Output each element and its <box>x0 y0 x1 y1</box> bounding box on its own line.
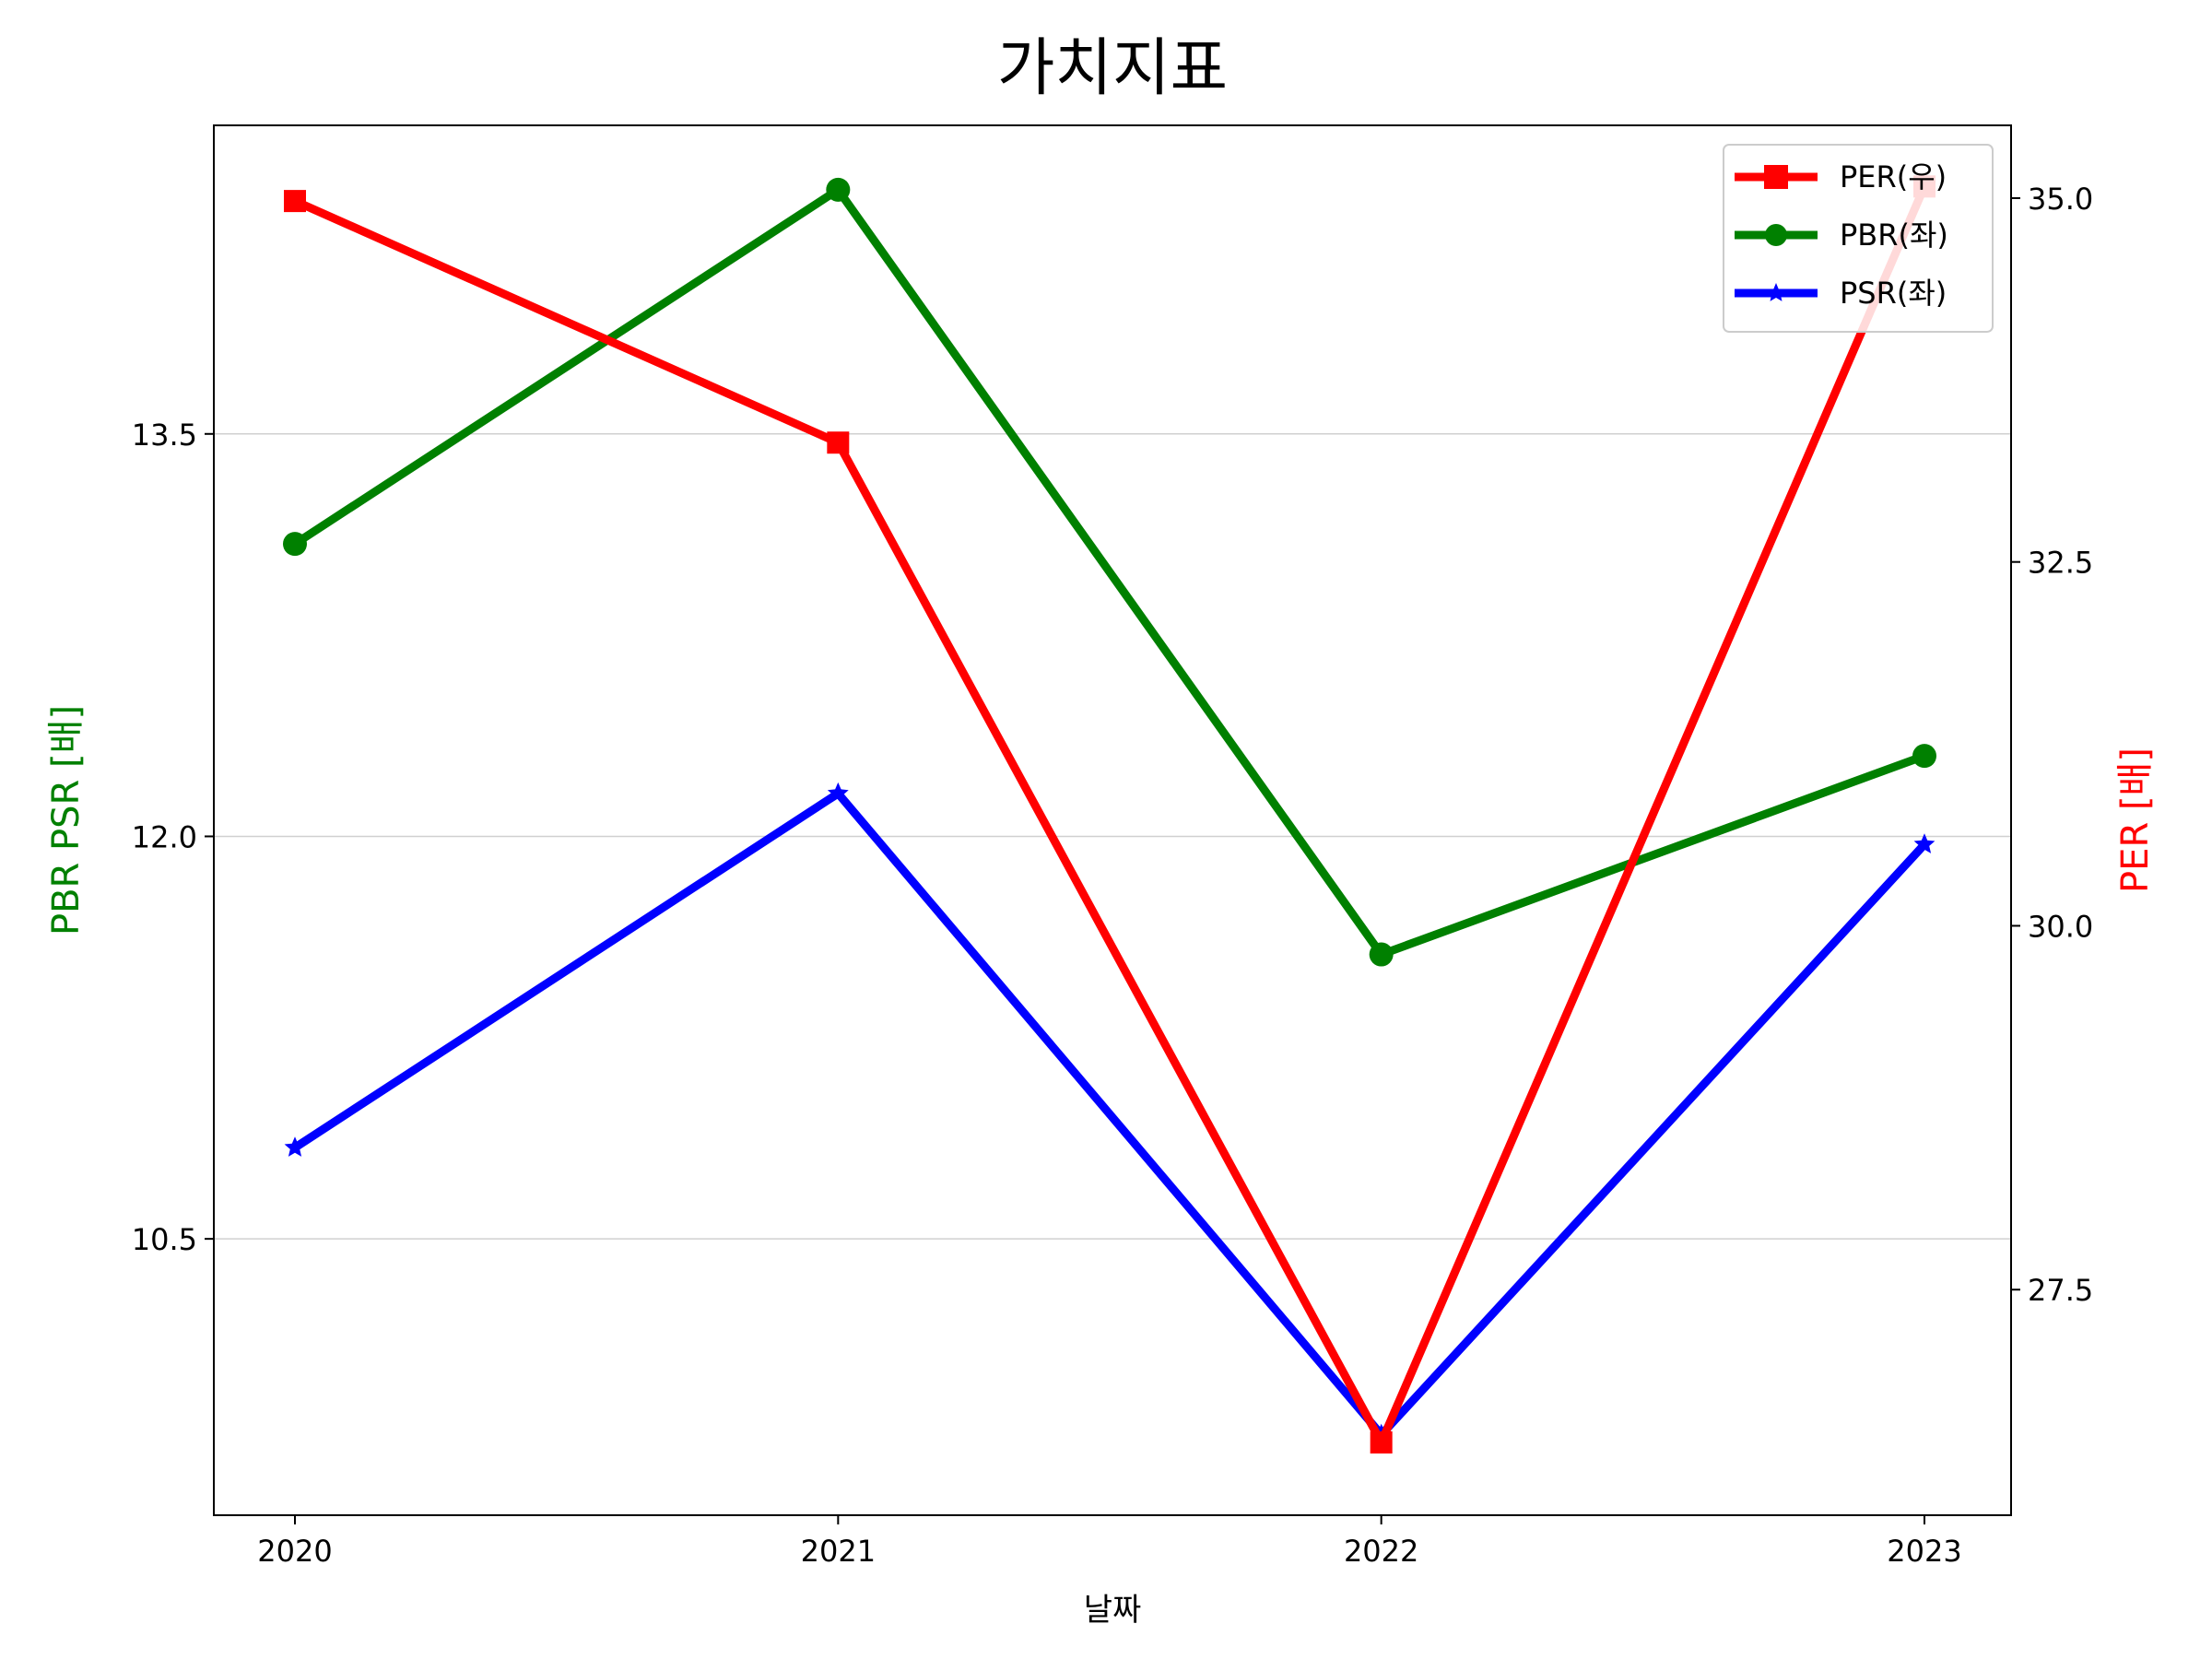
series-line-circle <box>292 183 1926 960</box>
x-tick-label: 2020 <box>257 1534 332 1569</box>
y-axis-label-left: PBR PSR [배] <box>45 705 88 935</box>
data-point-star <box>827 782 849 803</box>
y-left-tick-label: 10.5 <box>132 1222 197 1257</box>
y-right-tick-label: 30.0 <box>2028 909 2093 944</box>
x-tick-label: 2021 <box>801 1534 876 1569</box>
legend-label: PER(우) <box>1840 159 1947 194</box>
y-right-tick-label: 32.5 <box>2028 546 2093 581</box>
legend-marker <box>1766 283 1786 301</box>
legend-label: PSR(좌) <box>1840 276 1947 311</box>
data-point-circle <box>283 532 307 557</box>
y-left-tick-label: 12.0 <box>132 819 197 854</box>
series-layer <box>283 175 1936 1454</box>
y-right-tick-label: 35.0 <box>2028 182 2093 217</box>
data-point-circle <box>826 177 851 202</box>
series-line-square <box>293 184 1929 1453</box>
plot-frame <box>213 124 2012 1516</box>
legend-marker <box>1764 165 1788 189</box>
data-point-square <box>827 431 850 454</box>
legend-marker <box>1765 224 1787 246</box>
chart-title: 가치지표 <box>997 32 1228 105</box>
legend: PER(우) PBR(좌) PSR(좌) <box>1723 144 1994 333</box>
x-axis-label: 날짜 <box>1084 1592 1142 1629</box>
y-axis-label-right: PER [배] <box>2114 747 2157 893</box>
data-point-star <box>1913 833 1936 853</box>
y-right-tick-label: 27.5 <box>2028 1273 2093 1308</box>
y-left-tick-label: 13.5 <box>132 418 197 453</box>
x-tick-label: 2023 <box>1887 1534 1961 1569</box>
legend-box <box>1723 144 1994 333</box>
data-point-star <box>284 1136 306 1157</box>
data-point-square <box>1370 1431 1393 1454</box>
data-point-circle <box>1369 942 1394 967</box>
legend-label: PBR(좌) <box>1840 218 1948 253</box>
x-tick-label: 2022 <box>1344 1534 1418 1569</box>
data-point-circle <box>1912 744 1936 769</box>
data-point-square <box>284 190 306 213</box>
axes: 10.5 12.0 13.5 27.5 30.0 32.5 35.0 2020 2021 2022… <box>132 182 2094 1569</box>
series-line-star <box>292 787 1928 1441</box>
